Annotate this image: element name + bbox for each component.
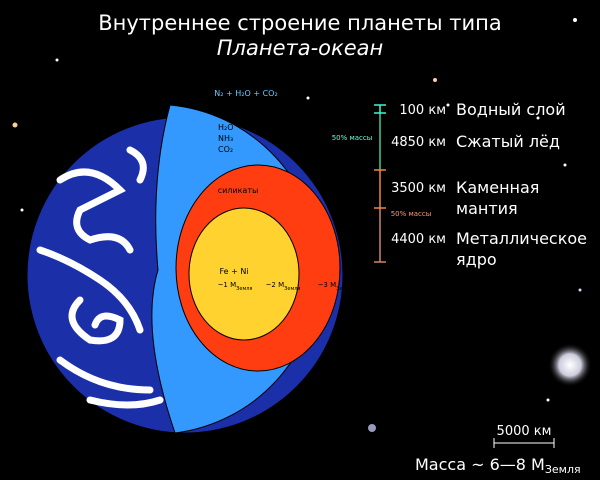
layer-name: Каменная — [456, 178, 539, 197]
layers: 100 км Водный слой 4850 км Сжатый лёд 3500 к… — [391, 100, 587, 269]
layer-scale — [374, 104, 386, 263]
layer-name: ядро — [456, 250, 497, 269]
text: ~3 M — [318, 281, 337, 289]
layer-name: Сжатый лёд — [456, 132, 560, 151]
layer-thickness: 4850 км — [391, 135, 446, 150]
mass-note: 50% массы — [391, 210, 432, 218]
layer-thickness: 3500 км — [391, 181, 446, 196]
stars — [12, 18, 592, 432]
subscript: Земля — [284, 286, 300, 292]
subscript: Земля — [545, 463, 581, 476]
text: ~2 M — [266, 281, 285, 289]
subtitle: Планета-океан — [217, 36, 383, 60]
text: Масса ~ 6—8 M — [415, 455, 545, 474]
total-mass: Масса ~ 6—8 MЗемля — [415, 455, 581, 476]
layer-thickness: 4400 км — [391, 232, 446, 247]
title: Внутреннее строение планеты типа — [98, 11, 502, 35]
ice-gases: H₂O NH₃ CO₂ — [218, 123, 234, 154]
layer-name: Водный слой — [456, 100, 566, 119]
layer-name: Металлическое — [456, 229, 587, 248]
mass: ~1 MЗемля — [218, 281, 253, 292]
text: ~1 M — [218, 281, 237, 289]
material: силикаты — [218, 186, 259, 195]
layer-thickness: 100 км — [399, 103, 446, 118]
gas: H₂O — [218, 123, 234, 132]
subscript: Земля — [236, 286, 252, 292]
planet — [26, 104, 344, 434]
layer-name: мантия — [456, 199, 518, 218]
material: Fe + Ni — [219, 267, 248, 276]
scale-label: 5000 км — [497, 424, 552, 439]
mass: ~3 MЗемля — [318, 281, 353, 292]
mass-note: 50% массы — [332, 134, 373, 142]
gas: CO₂ — [218, 145, 233, 154]
masses: ~1 MЗемля ~2 MЗемля ~3 MЗемля — [218, 281, 353, 292]
gas: NH₃ — [218, 134, 233, 143]
subscript: Земля — [336, 286, 352, 292]
mass: ~2 MЗемля — [266, 281, 301, 292]
atmosphere: N₂ + H₂O + CO₂ — [214, 89, 277, 98]
